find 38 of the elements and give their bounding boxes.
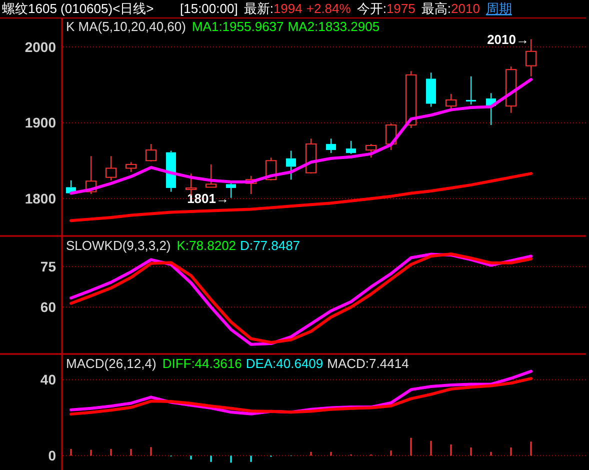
annotation: MACD:7.4414 bbox=[327, 356, 409, 371]
y-tick-label: 1900 bbox=[24, 114, 56, 131]
text: 今开: bbox=[356, 1, 386, 16]
y-tick-label: 0 bbox=[48, 448, 56, 464]
text: 1975 bbox=[386, 1, 416, 16]
y-tick-label: 60 bbox=[40, 299, 56, 316]
candlestick bbox=[286, 150, 296, 180]
text: +2.84% bbox=[306, 1, 352, 16]
annotation: D:77.8487 bbox=[240, 238, 300, 253]
candlestick bbox=[526, 38, 536, 77]
text: [15:00:00] bbox=[180, 1, 238, 16]
text: 1994 bbox=[273, 1, 302, 16]
y-tick-label: 75 bbox=[40, 258, 56, 275]
annotation: MA2:1833.2905 bbox=[288, 19, 380, 34]
text: 周期 bbox=[486, 1, 512, 16]
y-tick-label: 1800 bbox=[24, 190, 56, 207]
line-series bbox=[70, 377, 532, 416]
line-series bbox=[70, 172, 532, 222]
chart-title: MACD(26,12,4) bbox=[66, 356, 156, 371]
annotation: DEA:40.6409 bbox=[246, 356, 324, 371]
annotation: MA1:1955.9637 bbox=[192, 19, 284, 34]
chart-title: 螺纹1605 (010605)<日线> bbox=[2, 1, 154, 16]
annotation: K:78.8202 bbox=[176, 238, 236, 253]
candlestick bbox=[346, 140, 356, 154]
chart-title: SLOWKD(9,3,3,2) bbox=[66, 238, 171, 253]
annotation: 1801→ bbox=[187, 191, 229, 206]
y-tick-label: 2000 bbox=[24, 38, 56, 55]
annotation: 2010→ bbox=[487, 32, 529, 47]
text: 最新: bbox=[244, 1, 274, 16]
annotation: DIFF:44.3616 bbox=[162, 356, 242, 371]
chart-subtitle: K MA(5,10,20,40,60) bbox=[66, 19, 186, 34]
y-tick-label: 40 bbox=[40, 372, 56, 388]
candlestick bbox=[326, 138, 336, 154]
candlestick bbox=[466, 76, 476, 105]
text: 2010 bbox=[451, 1, 480, 16]
candlestick bbox=[426, 72, 436, 108]
candlestick bbox=[166, 150, 176, 192]
text: 最高: bbox=[421, 1, 451, 16]
